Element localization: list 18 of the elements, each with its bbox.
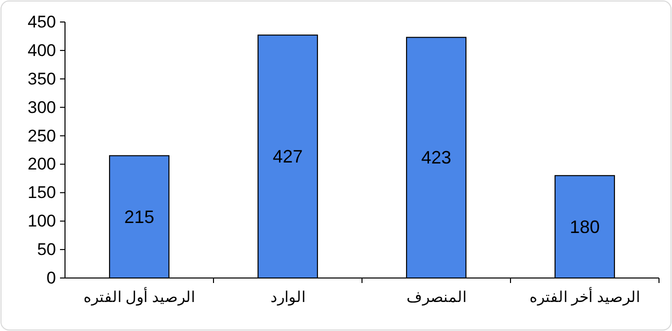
data-label: 423 (421, 148, 452, 168)
x-tick-label: المنصرف (406, 289, 466, 306)
y-tick-label: 0 (46, 268, 56, 288)
data-label: 180 (570, 216, 600, 237)
y-tick-label: 100 (28, 212, 56, 231)
x-tick-label: الوارد (270, 289, 306, 306)
y-tick-label: 450 (28, 12, 56, 32)
x-tick-label: الرصيد أول الفتره (84, 287, 195, 306)
y-tick-label: 350 (28, 69, 56, 88)
y-tick-label: 150 (28, 183, 56, 202)
y-tick-label: 200 (28, 154, 56, 174)
x-tick-label: الرصيد أخر الفتره (530, 287, 640, 306)
data-label: 427 (272, 146, 303, 167)
y-tick-label: 250 (28, 126, 56, 146)
data-label: 215 (124, 206, 154, 227)
y-tick-label: 400 (28, 40, 56, 60)
y-tick-label: 50 (37, 240, 56, 260)
y-tick-label: 300 (28, 98, 56, 117)
